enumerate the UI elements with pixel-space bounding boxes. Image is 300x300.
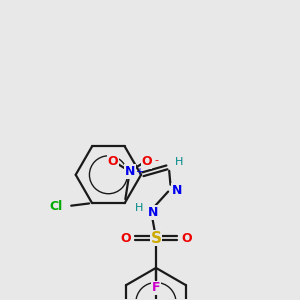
Text: H: H bbox=[175, 157, 183, 167]
Text: F: F bbox=[152, 281, 160, 294]
Text: N: N bbox=[148, 206, 158, 219]
Text: S: S bbox=[150, 231, 161, 246]
Text: -: - bbox=[154, 155, 158, 166]
Text: H: H bbox=[135, 203, 143, 214]
Text: N: N bbox=[172, 184, 182, 197]
Text: O: O bbox=[120, 232, 130, 245]
Text: N: N bbox=[124, 165, 135, 178]
Text: Cl: Cl bbox=[49, 200, 62, 213]
Text: O: O bbox=[107, 155, 118, 168]
Text: O: O bbox=[141, 155, 152, 168]
Text: +: + bbox=[135, 167, 142, 177]
Text: O: O bbox=[181, 232, 192, 245]
